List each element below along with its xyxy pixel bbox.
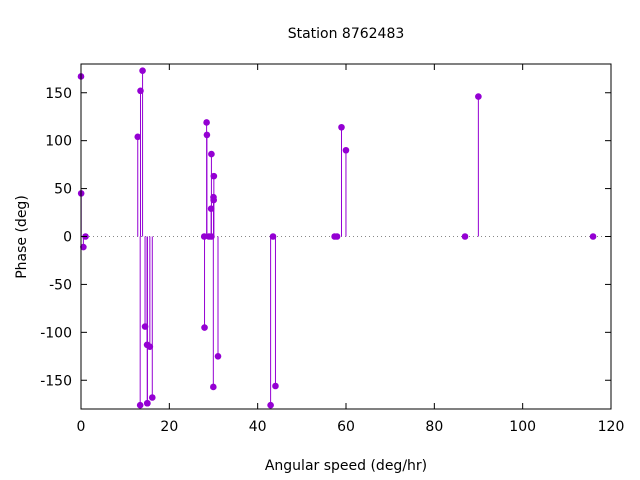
y-tick-label: 100 [45, 134, 72, 150]
data-point [80, 243, 87, 251]
data-point [137, 87, 144, 95]
data-point [207, 205, 215, 213]
y-tick-label: -100 [40, 325, 72, 341]
data-point [461, 233, 469, 240]
x-tick-label: 80 [425, 419, 443, 435]
data-points [77, 67, 597, 409]
data-point [201, 324, 208, 331]
data-point [203, 131, 211, 139]
data-point [210, 196, 217, 204]
x-axis-label: Angular speed (deg/hr) [265, 458, 427, 474]
data-point [208, 150, 215, 158]
y-tick-label: 0 [63, 230, 72, 246]
data-point [141, 323, 149, 330]
data-point [333, 233, 341, 240]
data-point [342, 146, 350, 154]
data-point [134, 133, 142, 141]
y-tick-label: -50 [49, 277, 72, 293]
y-tick-label: 50 [54, 182, 72, 198]
data-point [200, 233, 208, 240]
data-point [210, 383, 217, 391]
data-point [269, 233, 277, 240]
y-tick-label: -150 [40, 373, 72, 389]
chart-title: Station 8762483 [288, 26, 405, 42]
data-point [214, 352, 222, 360]
y-tick-label: 150 [45, 86, 72, 102]
x-tick-label: 0 [77, 419, 86, 435]
data-point [148, 394, 156, 401]
axis-ticks: 0 20 40 60 80 100 120 -150 -100 -50 0 50 100 150 [40, 64, 624, 435]
data-point [136, 401, 144, 409]
data-point [203, 119, 210, 126]
x-tick-label: 100 [509, 419, 536, 435]
impulse-lines [80, 70, 479, 406]
x-tick-label: 20 [160, 419, 178, 435]
plot-frame [80, 63, 612, 410]
data-point [475, 93, 482, 100]
data-point [267, 401, 274, 409]
x-tick-label: 60 [337, 419, 355, 435]
data-point [144, 399, 151, 407]
x-tick-label: 120 [598, 419, 625, 435]
data-point [338, 123, 345, 131]
x-tick-label: 40 [249, 419, 267, 435]
data-point [210, 172, 218, 180]
data-point [589, 233, 597, 240]
data-point [146, 343, 154, 351]
data-point [208, 233, 215, 240]
data-point [139, 67, 146, 75]
y-axis-label: Phase (deg) [14, 195, 30, 279]
data-point [272, 382, 279, 390]
